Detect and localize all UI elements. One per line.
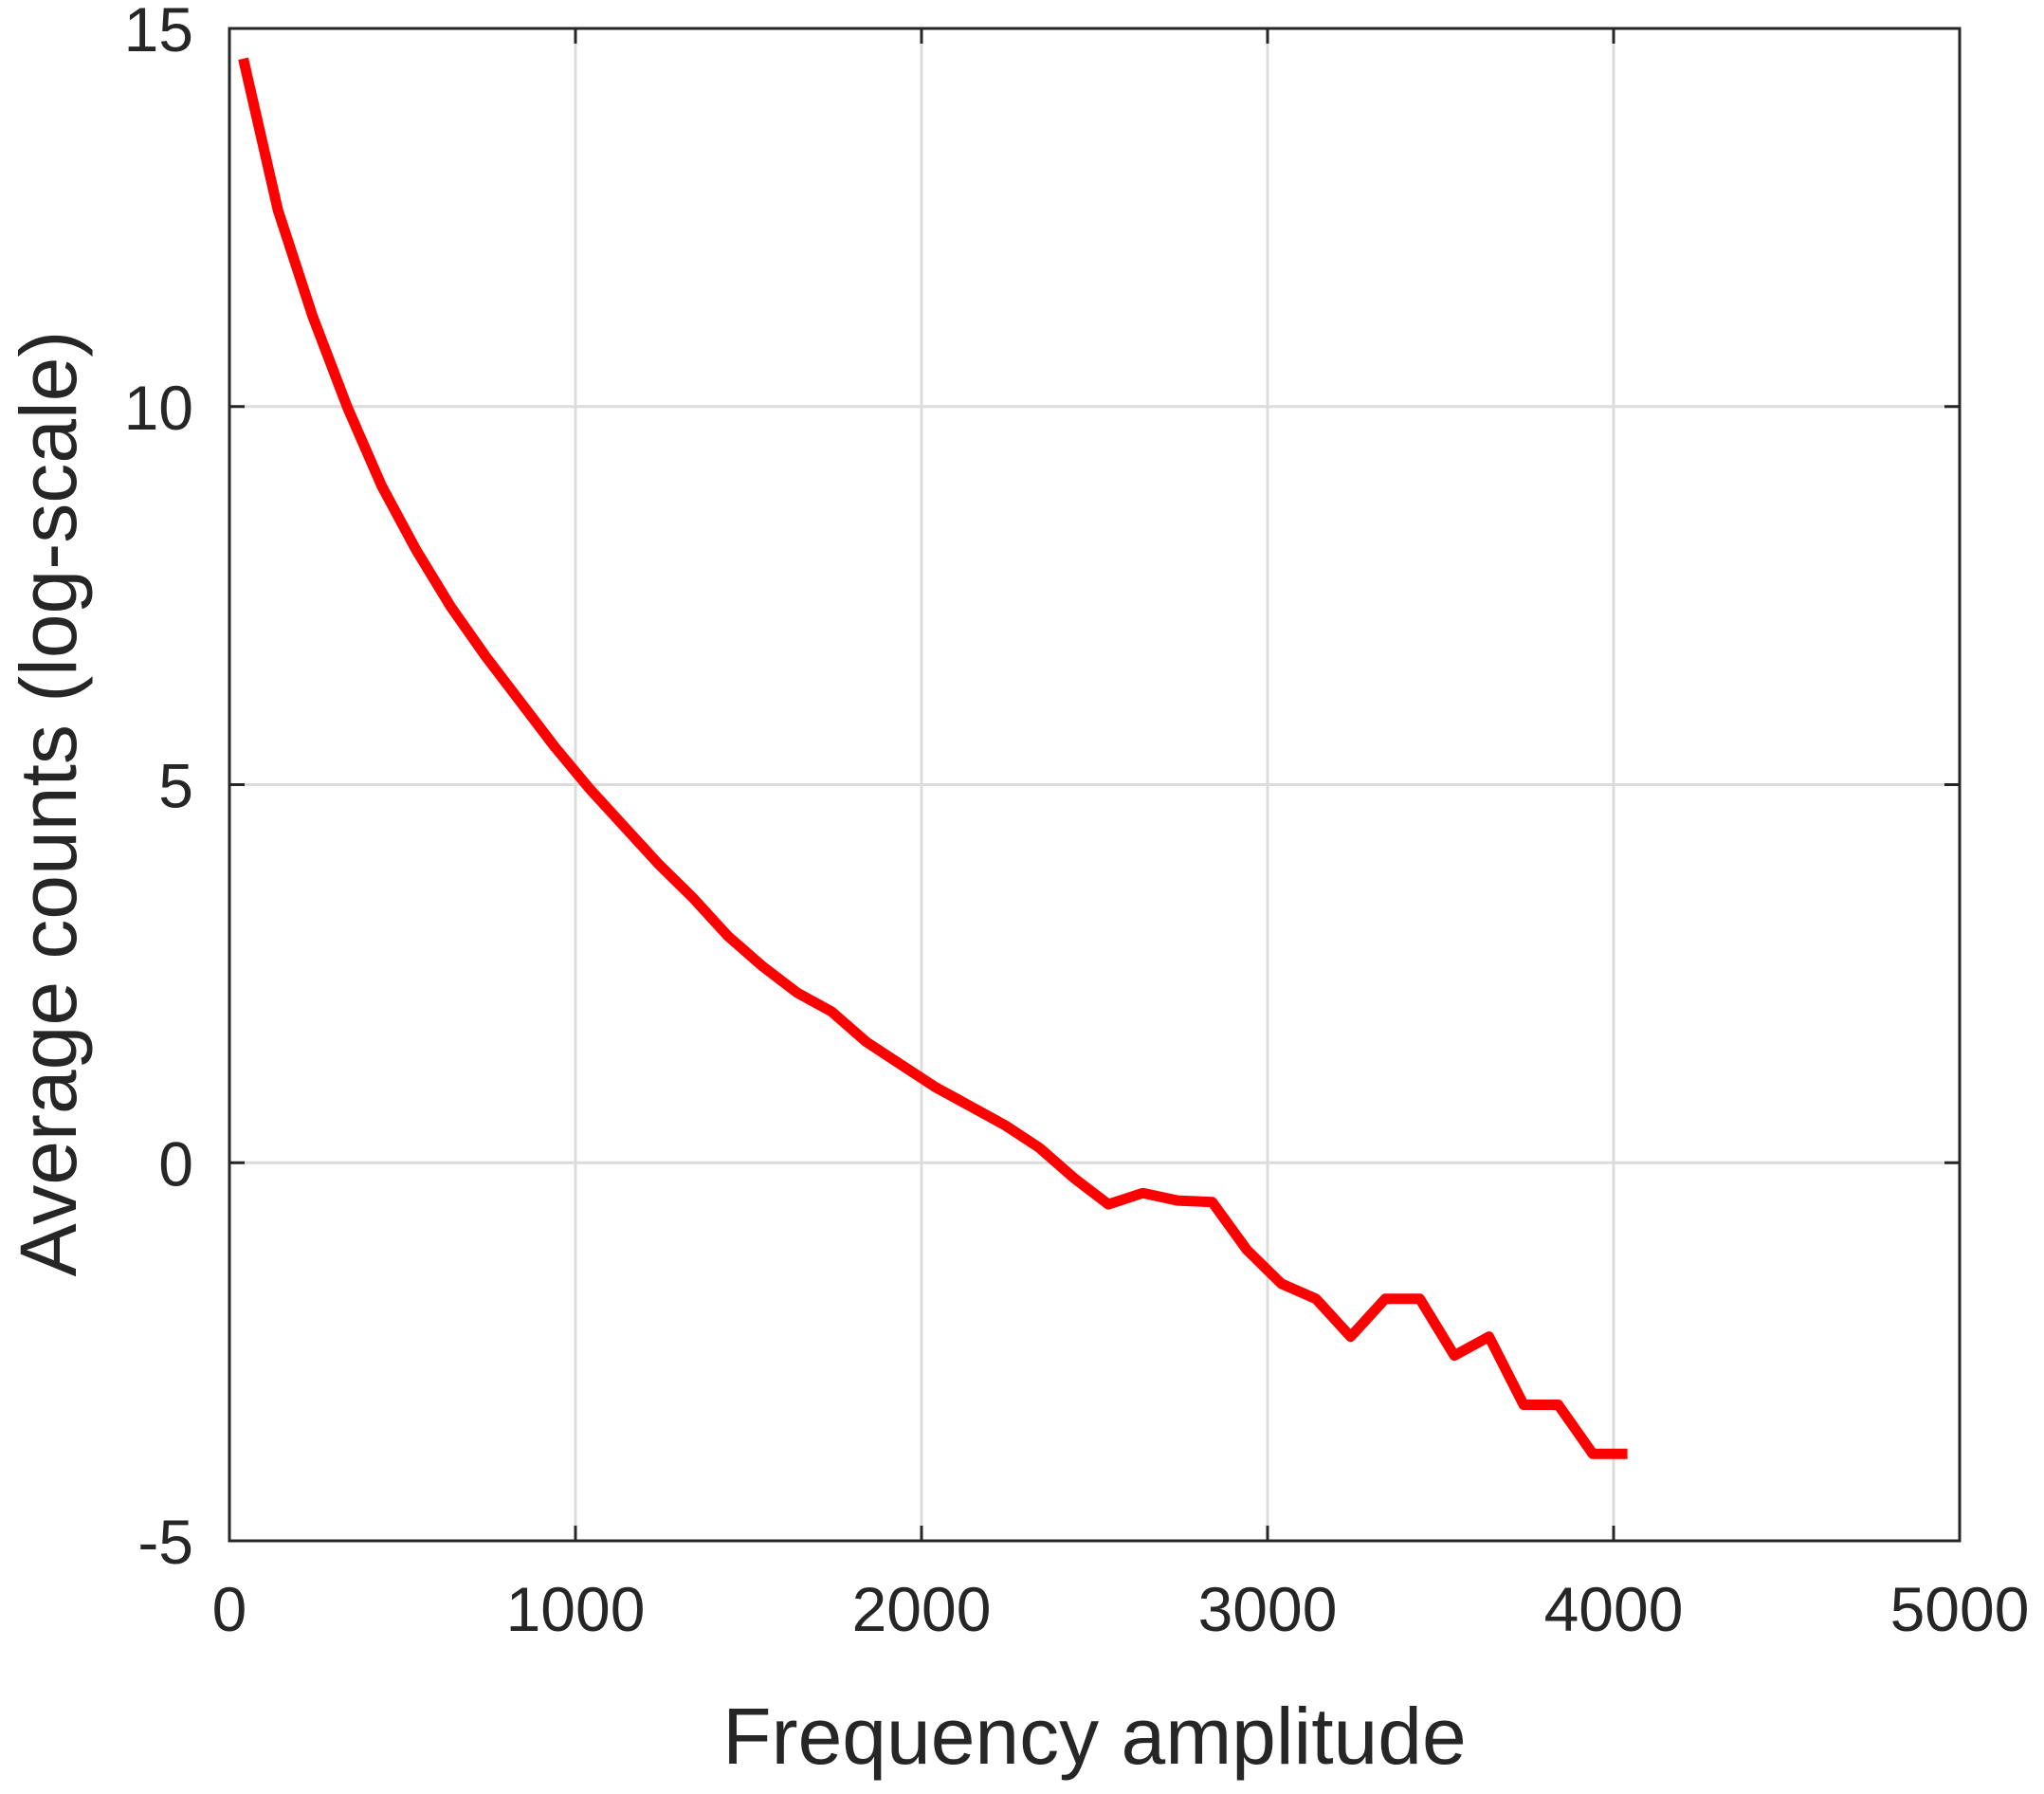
y-axis-label: Average counts (log-scale): [4, 331, 93, 1277]
y-tick-label: 5: [158, 751, 193, 821]
y-tick-label: -5: [137, 1507, 193, 1577]
x-tick-label: 4000: [1544, 1574, 1684, 1644]
x-tick-label: 5000: [1890, 1574, 2030, 1644]
y-tick-label: 15: [124, 0, 193, 64]
axis-ticks: [228, 27, 1962, 1543]
x-axis-label: Frequency amplitude: [722, 1692, 1466, 1781]
series-layer: [238, 57, 1628, 1459]
y-tick-label: 0: [158, 1128, 193, 1199]
y-tick-label: 10: [124, 373, 193, 443]
tick-labels: 0 1000 2000 3000 4000 5000 -5 0 5 10 15: [124, 0, 2030, 1644]
x-tick-label: 0: [212, 1574, 247, 1644]
x-tick-label: 3000: [1198, 1574, 1338, 1644]
x-tick-label: 2000: [852, 1574, 992, 1644]
grid-lines: [229, 28, 1960, 1541]
x-tick-label: 1000: [506, 1574, 646, 1644]
series-line: [238, 57, 1628, 1459]
